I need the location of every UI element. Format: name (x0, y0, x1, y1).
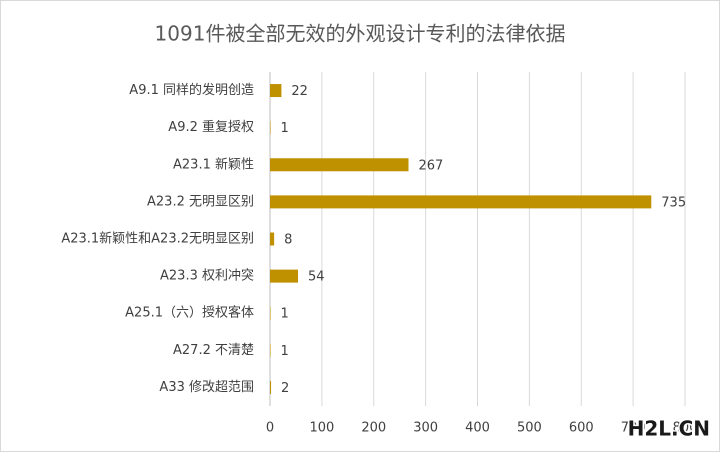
bar (270, 121, 271, 135)
y-tick-label: A23.3 权利冲突 (160, 268, 254, 284)
watermark: H2L.CN (628, 417, 710, 441)
data-label: 54 (308, 270, 325, 285)
x-tick-label: 200 (361, 421, 386, 436)
bar (270, 158, 409, 172)
y-tick-label: A25.1（六）授权客体 (125, 305, 254, 321)
bar (270, 232, 275, 246)
y-tick-label: A33 修改超范围 (159, 380, 254, 395)
data-label: 1 (281, 307, 289, 322)
y-tick-label: A9.2 重复授权 (168, 119, 254, 135)
chart-title: 1091件被全部无效的外观设计专利的法律依据 (155, 22, 566, 46)
x-tick-label: 300 (413, 421, 438, 436)
x-tick-label: 600 (569, 421, 594, 436)
x-tick-label: 0 (266, 421, 274, 436)
x-tick-label: 700 (621, 421, 646, 436)
data-label: 2 (281, 381, 289, 396)
bar (270, 343, 271, 357)
bar (270, 269, 299, 283)
x-tick-label: 100 (309, 421, 334, 436)
data-label: 735 (661, 195, 686, 210)
data-label: 1 (281, 344, 289, 359)
bar (270, 380, 272, 394)
y-tick-label: A23.2 无明显区别 (147, 194, 254, 209)
data-label: 22 (291, 84, 308, 99)
x-tick-label: 500 (517, 421, 542, 436)
bar (270, 195, 652, 209)
y-tick-label: A23.1新颖性和A23.2无明显区别 (61, 231, 254, 247)
y-tick-label: A27.2 不清楚 (173, 343, 254, 358)
y-tick-label: A23.1 新颖性 (173, 156, 254, 172)
x-tick-label: 400 (465, 421, 490, 436)
x-tick-label: 800 (673, 421, 698, 436)
bar (270, 306, 271, 320)
data-label: 8 (284, 233, 292, 248)
data-label: 267 (419, 158, 444, 173)
bar (270, 84, 282, 98)
y-tick-label: A9.1 同样的发明创造 (129, 82, 254, 98)
data-label: 1 (281, 121, 289, 136)
